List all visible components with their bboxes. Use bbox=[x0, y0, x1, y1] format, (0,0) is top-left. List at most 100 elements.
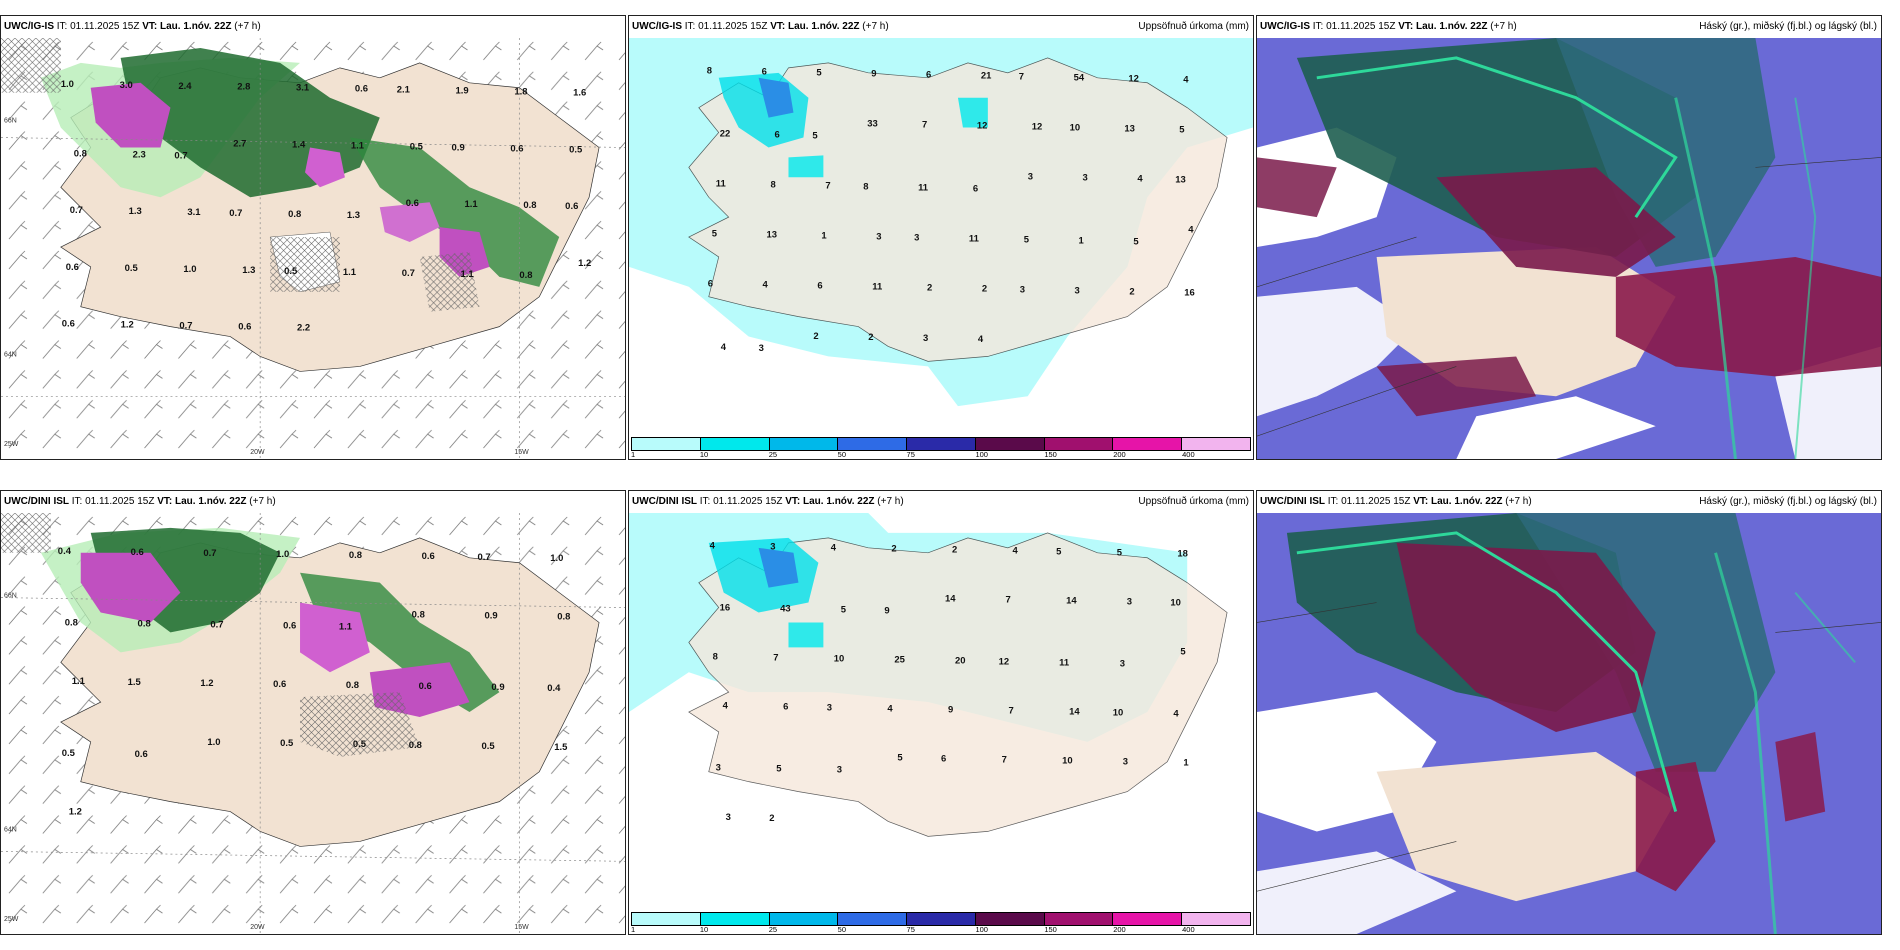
value-label: 6 bbox=[973, 184, 978, 195]
colorbar-tick: 25 bbox=[768, 925, 778, 934]
colorbar-swatch bbox=[975, 438, 1045, 450]
colorbar-swatch bbox=[907, 438, 976, 450]
model-name: UWC/IG-IS bbox=[4, 21, 54, 32]
value-label: 0.8 bbox=[138, 618, 151, 629]
value-label: 7 bbox=[1019, 71, 1024, 82]
value-label: 0.6 bbox=[273, 679, 286, 690]
map-area[interactable]: 66N 64N 25W 20W 15W 0.4 0.6 0.7 1.0 0.8 0.6 0.… bbox=[1, 513, 625, 934]
valid-time: Lau. 1.nóv. 22Z bbox=[803, 496, 875, 507]
forecast-offset: (+7 h) bbox=[234, 21, 261, 32]
value-label: 6 bbox=[775, 130, 780, 141]
model-name: UWC/IG-IS bbox=[1260, 21, 1310, 32]
value-label: 4 bbox=[831, 542, 837, 553]
value-label: 11 bbox=[969, 234, 979, 245]
it-label: IT: bbox=[1312, 21, 1324, 32]
value-label: 1.1 bbox=[351, 140, 364, 151]
value-label: 0.5 bbox=[410, 141, 423, 152]
value-label: 0.8 bbox=[288, 209, 301, 220]
value-label: 2 bbox=[813, 331, 818, 342]
value-label: 1.5 bbox=[128, 677, 141, 688]
value-label: 0.8 bbox=[523, 200, 536, 211]
value-label: 3 bbox=[770, 541, 775, 552]
value-label: 12 bbox=[999, 657, 1010, 668]
value-label: 6 bbox=[941, 754, 946, 765]
colorbar-swatch bbox=[1044, 913, 1114, 925]
value-label: 16 bbox=[720, 603, 731, 614]
value-label: 0.8 bbox=[74, 148, 87, 159]
colorbar-swatch bbox=[1113, 913, 1183, 925]
forecast-offset: (+7 h) bbox=[1505, 496, 1532, 507]
value-label: 12 bbox=[1128, 73, 1139, 84]
value-label: 5 bbox=[712, 229, 717, 240]
map-area[interactable] bbox=[1257, 38, 1881, 459]
value-label: 0.8 bbox=[557, 612, 570, 623]
value-label: 0.7 bbox=[402, 268, 415, 279]
panel-title: Háský (gr.), miðský (fj.bl.) og lágský (… bbox=[1699, 496, 1877, 507]
value-label: 0.7 bbox=[203, 548, 216, 559]
value-label: 3 bbox=[1120, 659, 1125, 670]
init-time: 01.11.2025 15Z bbox=[1341, 496, 1411, 507]
value-label: 4 bbox=[1183, 74, 1189, 85]
value-label: 3 bbox=[1123, 757, 1128, 768]
value-label: 3.1 bbox=[296, 83, 309, 94]
value-label: 5 bbox=[1117, 547, 1122, 558]
panel-clouds-dini: UWC/DINI ISL IT: 01.11.2025 15Z VT: Lau.… bbox=[1256, 490, 1882, 935]
value-label: 4 bbox=[723, 701, 729, 712]
colorbar-swatch bbox=[700, 438, 770, 450]
vt-label: VT: bbox=[1398, 21, 1414, 32]
colorbar-tick: 100 bbox=[975, 450, 988, 459]
value-label: 0.5 bbox=[125, 263, 138, 274]
value-label: 0.5 bbox=[284, 266, 297, 277]
value-label: 1.9 bbox=[456, 86, 469, 97]
value-label: 4 bbox=[1013, 545, 1019, 556]
value-label: 5 bbox=[1179, 125, 1184, 136]
lon-label: 20W bbox=[250, 449, 265, 456]
value-label: 25 bbox=[894, 655, 905, 666]
colorbar-swatch bbox=[907, 913, 976, 925]
map-area[interactable]: 66N 64N 25W 20W 15W 1.0 3.0 2.4 2.8 3.1 0.6 2.… bbox=[1, 38, 625, 459]
value-label: 7 bbox=[1006, 595, 1011, 606]
value-label: 0.5 bbox=[62, 748, 75, 759]
valid-time: Lau. 1.nóv. 22Z bbox=[788, 21, 860, 32]
it-label: IT: bbox=[684, 21, 696, 32]
value-label: 0.7 bbox=[174, 150, 187, 161]
value-label: 3 bbox=[1075, 286, 1080, 297]
value-label: 2 bbox=[868, 332, 873, 343]
value-label: 0.7 bbox=[70, 205, 83, 216]
value-label: 0.8 bbox=[349, 550, 362, 561]
value-label: 1.5 bbox=[554, 742, 567, 753]
value-label: 11 bbox=[872, 282, 882, 293]
vt-label: VT: bbox=[157, 496, 173, 507]
value-label: 0.7 bbox=[210, 619, 223, 630]
value-label: 4 bbox=[1137, 174, 1143, 185]
value-label: 3 bbox=[923, 333, 928, 344]
vt-label: VT: bbox=[1413, 496, 1429, 507]
value-label: 2 bbox=[891, 543, 896, 554]
map-area[interactable]: 8 6 5 9 6 21 7 54 12 4 22 6 5 33 7 12 12 10 13 5 11 8 7 8 11 6 3 3 4… bbox=[629, 38, 1253, 437]
colorbar-tick: 150 bbox=[1044, 450, 1057, 459]
value-label: 1.2 bbox=[121, 320, 134, 331]
value-label: 5 bbox=[841, 605, 846, 616]
forecast-offset: (+7 h) bbox=[1490, 21, 1517, 32]
value-label: 4 bbox=[1173, 709, 1179, 720]
value-label: 2.3 bbox=[133, 149, 146, 160]
map-area[interactable] bbox=[1257, 513, 1881, 934]
map-area[interactable]: 4 3 4 2 2 4 5 5 18 16 43 5 9 14 7 14 3 10 8 7 10 25 20 12 11 3 5 4 6… bbox=[629, 513, 1253, 912]
panel-title: Uppsöfnuð úrkoma (mm) bbox=[1138, 496, 1249, 507]
value-label: 6 bbox=[926, 69, 931, 80]
value-label: 5 bbox=[1056, 546, 1061, 557]
value-label: 1.0 bbox=[183, 264, 196, 275]
value-label: 4 bbox=[978, 334, 984, 345]
value-label: 3 bbox=[1127, 597, 1132, 608]
value-label: 0.4 bbox=[547, 683, 561, 694]
value-label: 2 bbox=[952, 544, 957, 555]
value-label: 7 bbox=[1002, 755, 1007, 766]
value-label: 0.6 bbox=[62, 319, 75, 330]
value-label: 6 bbox=[762, 66, 767, 77]
value-label: 2 bbox=[1129, 287, 1134, 298]
value-label: 0.8 bbox=[346, 680, 359, 691]
value-label: 0.6 bbox=[355, 84, 368, 95]
lat-label: 66N bbox=[4, 118, 17, 125]
value-label: 4 bbox=[710, 540, 716, 551]
value-label: 13 bbox=[1124, 124, 1135, 135]
